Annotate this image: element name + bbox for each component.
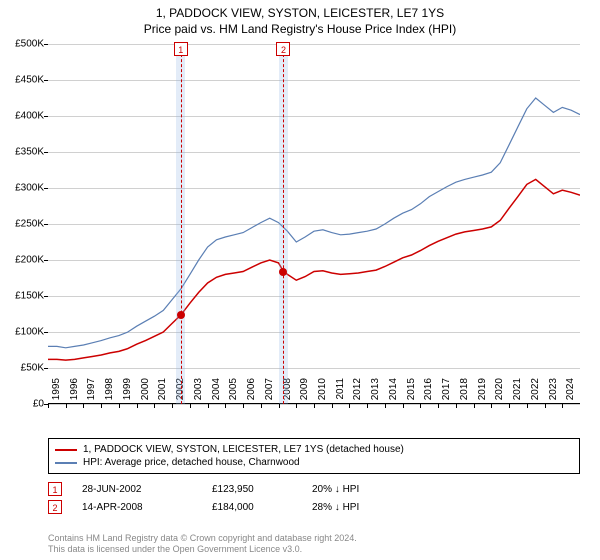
sale-date: 28-JUN-2002 (82, 484, 192, 495)
x-tick (137, 404, 138, 408)
x-tick (385, 404, 386, 408)
sale-marker-number: 2 (276, 42, 290, 56)
sale-number-box: 1 (48, 482, 62, 496)
legend-swatch-hpi (55, 462, 77, 464)
legend-label-property: 1, PADDOCK VIEW, SYSTON, LEICESTER, LE7 … (83, 444, 404, 455)
x-tick (101, 404, 102, 408)
x-tick (509, 404, 510, 408)
x-tick (438, 404, 439, 408)
x-tick (66, 404, 67, 408)
x-tick (48, 404, 49, 408)
footer-attribution: Contains HM Land Registry data © Crown c… (48, 533, 357, 556)
y-axis-label: £100K (4, 327, 44, 338)
x-tick (190, 404, 191, 408)
sale-marker-line (181, 44, 182, 404)
legend-box: 1, PADDOCK VIEW, SYSTON, LEICESTER, LE7 … (48, 438, 580, 474)
x-tick (172, 404, 173, 408)
x-tick (367, 404, 368, 408)
y-axis-label: £450K (4, 75, 44, 86)
legend-swatch-property (55, 449, 77, 451)
x-tick (243, 404, 244, 408)
legend-item-hpi: HPI: Average price, detached house, Char… (55, 456, 573, 469)
x-tick (562, 404, 563, 408)
y-axis-label: £0 (4, 399, 44, 410)
legend-and-sales: 1, PADDOCK VIEW, SYSTON, LEICESTER, LE7 … (48, 438, 580, 516)
y-axis-label: £500K (4, 39, 44, 50)
sale-date: 14-APR-2008 (82, 502, 192, 513)
x-tick (314, 404, 315, 408)
sales-table: 1 28-JUN-2002 £123,950 20% ↓ HPI 2 14-APR-200… (48, 480, 580, 516)
y-axis-label: £350K (4, 147, 44, 158)
y-axis-label: £50K (4, 363, 44, 374)
property-series-line (48, 179, 580, 360)
chart-subtitle: Price paid vs. HM Land Registry's House … (0, 20, 600, 36)
y-axis-label: £200K (4, 255, 44, 266)
y-axis-label: £400K (4, 111, 44, 122)
sale-price: £184,000 (212, 502, 292, 513)
sale-price: £123,950 (212, 484, 292, 495)
x-tick (119, 404, 120, 408)
sale-row: 2 14-APR-2008 £184,000 28% ↓ HPI (48, 498, 580, 516)
hpi-series-line (48, 98, 580, 348)
legend-item-property: 1, PADDOCK VIEW, SYSTON, LEICESTER, LE7 … (55, 443, 573, 456)
x-tick (527, 404, 528, 408)
x-tick (279, 404, 280, 408)
chart-title: 1, PADDOCK VIEW, SYSTON, LEICESTER, LE7 … (0, 0, 600, 20)
x-tick (474, 404, 475, 408)
sale-hpi-delta: 28% ↓ HPI (312, 502, 392, 513)
legend-label-hpi: HPI: Average price, detached house, Char… (83, 457, 300, 468)
chart-plot-area: £0£50K£100K£150K£200K£250K£300K£350K£400… (48, 44, 580, 404)
x-tick (296, 404, 297, 408)
x-tick (420, 404, 421, 408)
y-axis-label: £150K (4, 291, 44, 302)
sale-marker-number: 1 (174, 42, 188, 56)
sale-dot (177, 311, 185, 319)
chart-lines (48, 44, 580, 404)
y-axis-label: £300K (4, 183, 44, 194)
sale-number-box: 2 (48, 500, 62, 514)
x-tick (332, 404, 333, 408)
x-tick (225, 404, 226, 408)
x-tick (154, 404, 155, 408)
x-tick (456, 404, 457, 408)
x-tick (208, 404, 209, 408)
sale-row: 1 28-JUN-2002 £123,950 20% ↓ HPI (48, 480, 580, 498)
x-tick (491, 404, 492, 408)
x-tick (83, 404, 84, 408)
x-tick (261, 404, 262, 408)
x-tick (545, 404, 546, 408)
y-axis-label: £250K (4, 219, 44, 230)
sale-dot (279, 268, 287, 276)
sale-marker-line (283, 44, 284, 404)
x-tick (403, 404, 404, 408)
x-tick (349, 404, 350, 408)
sale-hpi-delta: 20% ↓ HPI (312, 484, 392, 495)
